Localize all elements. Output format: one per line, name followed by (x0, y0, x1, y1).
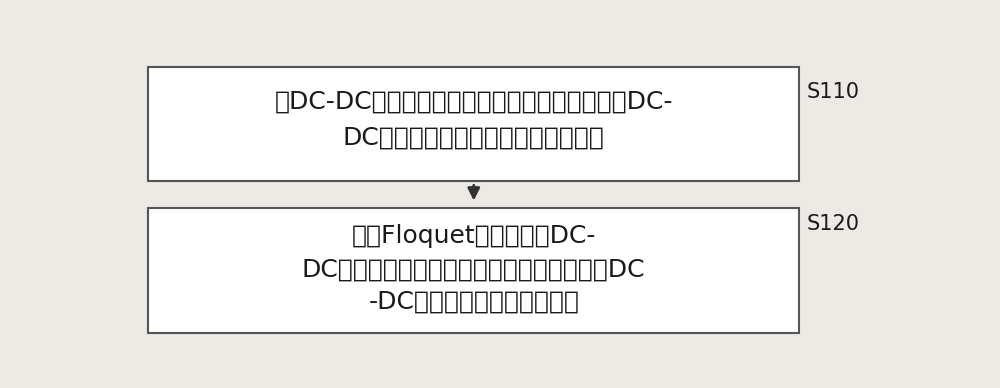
Text: 根据Floquet理论，利用DC-: 根据Floquet理论，利用DC- (351, 224, 596, 248)
Text: DC变换器并联系统的大信号等效模型来判断DC: DC变换器并联系统的大信号等效模型来判断DC (302, 257, 646, 281)
Text: S120: S120 (807, 214, 860, 234)
Text: S110: S110 (807, 82, 860, 102)
FancyBboxPatch shape (148, 68, 799, 181)
Text: -DC变换器并联系统的稳定性: -DC变换器并联系统的稳定性 (368, 290, 579, 314)
Text: DC变换器并联系统的大信号等效模型: DC变换器并联系统的大信号等效模型 (343, 126, 605, 150)
FancyBboxPatch shape (148, 208, 799, 333)
Text: 对DC-DC变换器并联系统进行平均建模，以获取DC-: 对DC-DC变换器并联系统进行平均建模，以获取DC- (274, 90, 673, 114)
